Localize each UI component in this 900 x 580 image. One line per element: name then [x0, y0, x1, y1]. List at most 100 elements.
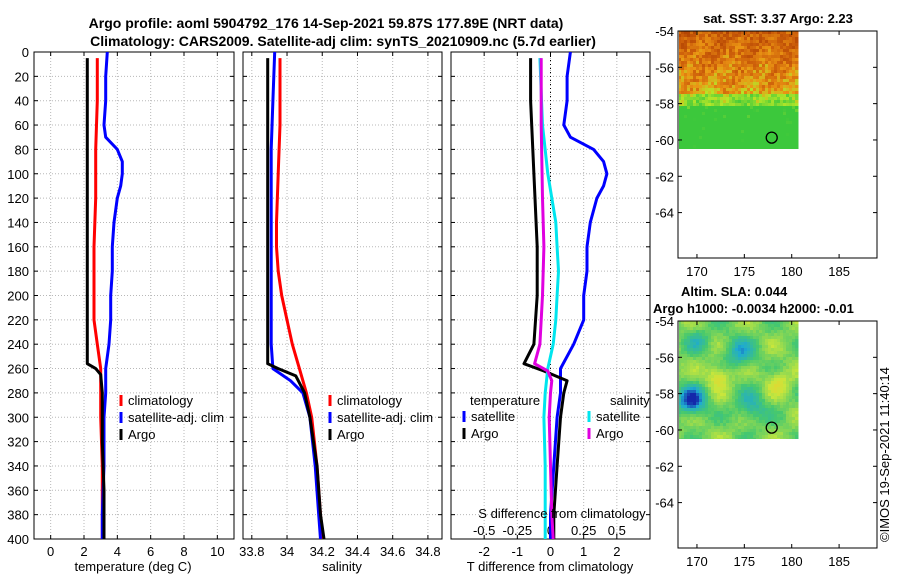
map-cell [732, 378, 736, 382]
map-cell [711, 61, 715, 65]
map-cell [690, 420, 694, 424]
map-cell [729, 58, 733, 62]
map-cell [777, 148, 781, 149]
map-cell [744, 103, 748, 107]
map-cell [679, 31, 682, 35]
map-cell [759, 438, 763, 439]
map-cell [759, 124, 763, 128]
map-cell [783, 145, 787, 149]
map-cell [777, 31, 781, 35]
map-cell [702, 106, 706, 110]
map-cell [690, 118, 694, 122]
map-cell [780, 426, 784, 430]
map-cell [768, 148, 772, 149]
map-cell [741, 49, 745, 53]
map-cell [679, 85, 682, 89]
map-cell [720, 31, 724, 35]
map-cell [744, 339, 748, 343]
map-cell [687, 396, 691, 400]
map-cell [726, 94, 730, 98]
map-cell [753, 330, 757, 334]
map-cell [795, 339, 799, 343]
map-cell [765, 372, 769, 376]
map-cell [735, 133, 739, 137]
map-cell [699, 130, 703, 134]
map-cell [687, 387, 691, 391]
map-cell [777, 142, 781, 146]
map-cell [744, 351, 748, 355]
map-cell [735, 67, 739, 71]
map-cell [717, 121, 721, 125]
map-cell [765, 360, 769, 364]
map-cell [711, 348, 715, 352]
map-cell [768, 139, 772, 143]
map-cell [702, 363, 706, 367]
map-cell [738, 342, 742, 346]
map-cell [741, 43, 745, 47]
map-cell [762, 136, 766, 140]
map-cell [786, 351, 790, 355]
map-cell [708, 435, 712, 439]
map-cell [762, 387, 766, 391]
map-cell [747, 396, 751, 400]
map-cell [717, 88, 721, 92]
map-cell [693, 112, 697, 116]
map-cell [679, 127, 682, 131]
map-cell [756, 103, 760, 107]
map-cell [768, 327, 772, 331]
map-cell [696, 405, 700, 409]
map-cell [744, 393, 748, 397]
map-cell [753, 43, 757, 47]
map-cell [744, 58, 748, 62]
map-cell [720, 420, 724, 424]
map-cell [705, 130, 709, 134]
map-cell [687, 354, 691, 358]
map-cell [747, 411, 751, 415]
map-cell [711, 91, 715, 95]
map-cell [732, 432, 736, 436]
map-cell [756, 49, 760, 53]
map-cell [750, 405, 754, 409]
map-cell [720, 414, 724, 418]
map-cell [690, 67, 694, 71]
map-cell [690, 348, 694, 352]
map-cell [699, 336, 703, 340]
map-cell [759, 103, 763, 107]
map-cell [789, 130, 793, 134]
map-cell [786, 357, 790, 361]
map-cell [744, 34, 748, 38]
map-cell [750, 64, 754, 68]
map-cell [774, 43, 778, 47]
map-cell [714, 405, 718, 409]
legend-label: satellite [596, 409, 640, 424]
map-cell [768, 330, 772, 334]
map-cell [780, 429, 784, 433]
map-cell [792, 369, 796, 373]
map-cell [735, 402, 739, 406]
map-cell [780, 76, 784, 80]
map-cell [705, 396, 709, 400]
map-cell [771, 55, 775, 59]
map-cell [792, 333, 796, 337]
map-cell [744, 121, 748, 125]
map-cell [687, 94, 691, 98]
map-cell [771, 67, 775, 71]
map-cell [693, 327, 697, 331]
map-cell [768, 351, 772, 355]
map-cell [726, 139, 730, 143]
map-cell [738, 435, 742, 439]
map-cell [696, 94, 700, 98]
map-cell [747, 94, 751, 98]
map-cell [687, 363, 691, 367]
map-cell [681, 435, 685, 439]
map-cell [759, 393, 763, 397]
map-cell [792, 85, 796, 89]
map-cell [789, 43, 793, 47]
map-cell [756, 423, 760, 427]
map-cell [723, 118, 727, 122]
map-cell [717, 103, 721, 107]
map-cell [768, 43, 772, 47]
map-cell [717, 345, 721, 349]
map-cell [774, 145, 778, 149]
map-cell [771, 91, 775, 95]
